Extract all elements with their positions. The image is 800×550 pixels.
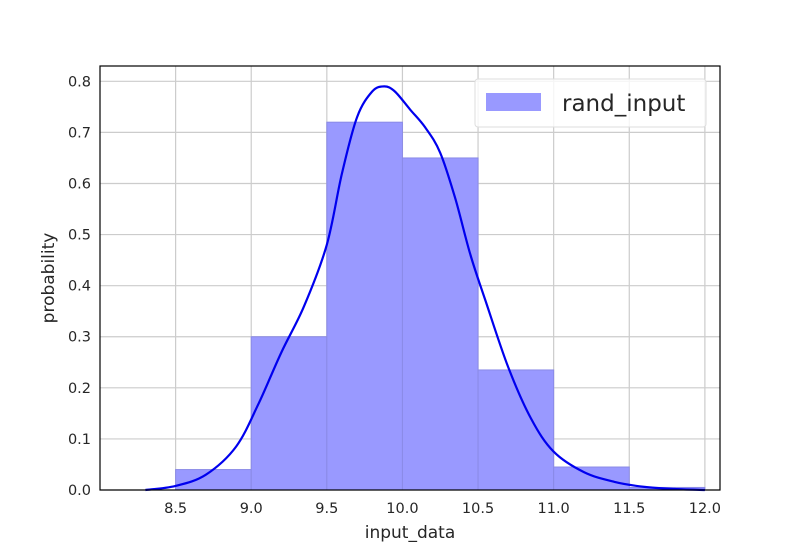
x-tick-label: 11.0 — [538, 501, 570, 517]
histogram-bar — [477, 369, 555, 491]
histogram-bar — [553, 466, 630, 491]
x-tick-label: 9.0 — [240, 501, 263, 517]
x-tick-label: 11.5 — [613, 501, 645, 517]
legend-label: rand_input — [562, 91, 685, 117]
y-tick-label: 0.6 — [68, 176, 91, 192]
histogram-bar — [401, 157, 479, 491]
histogram-bar — [175, 469, 252, 491]
y-axis-label: probability — [39, 233, 59, 324]
y-tick-label: 0.2 — [68, 381, 91, 397]
y-tick-label: 0.1 — [68, 432, 91, 448]
y-axis-ticks: 0.0 0.1 0.2 0.3 0.4 0.5 0.6 0.7 0.8 — [68, 74, 91, 499]
y-tick-label: 0.5 — [68, 228, 91, 244]
legend: rand_input — [474, 78, 707, 128]
x-tick-label: 10.0 — [386, 501, 418, 517]
histogram-bar — [250, 336, 328, 491]
x-axis-label: input_data — [365, 523, 456, 543]
kde-line — [145, 85, 705, 492]
y-tick-label: 0.4 — [68, 279, 91, 295]
y-tick-label: 0.7 — [68, 125, 91, 141]
x-tick-label: 9.5 — [315, 501, 338, 517]
plot-frame — [99, 65, 721, 491]
kde-curve-group — [145, 85, 705, 492]
x-axis-ticks: 8.5 9.0 9.5 10.0 10.5 11.0 11.5 12.0 — [164, 501, 721, 517]
histogram-bar — [326, 121, 403, 491]
y-tick-label: 0.0 — [68, 483, 91, 499]
legend-swatch — [486, 93, 541, 111]
histogram-bars — [175, 121, 706, 491]
x-tick-label: 12.0 — [689, 501, 721, 517]
y-tick-label: 0.3 — [68, 330, 91, 346]
x-tick-label: 10.5 — [462, 501, 494, 517]
y-tick-label: 0.8 — [68, 74, 91, 90]
legend-box — [474, 78, 707, 128]
x-tick-label: 8.5 — [164, 501, 187, 517]
